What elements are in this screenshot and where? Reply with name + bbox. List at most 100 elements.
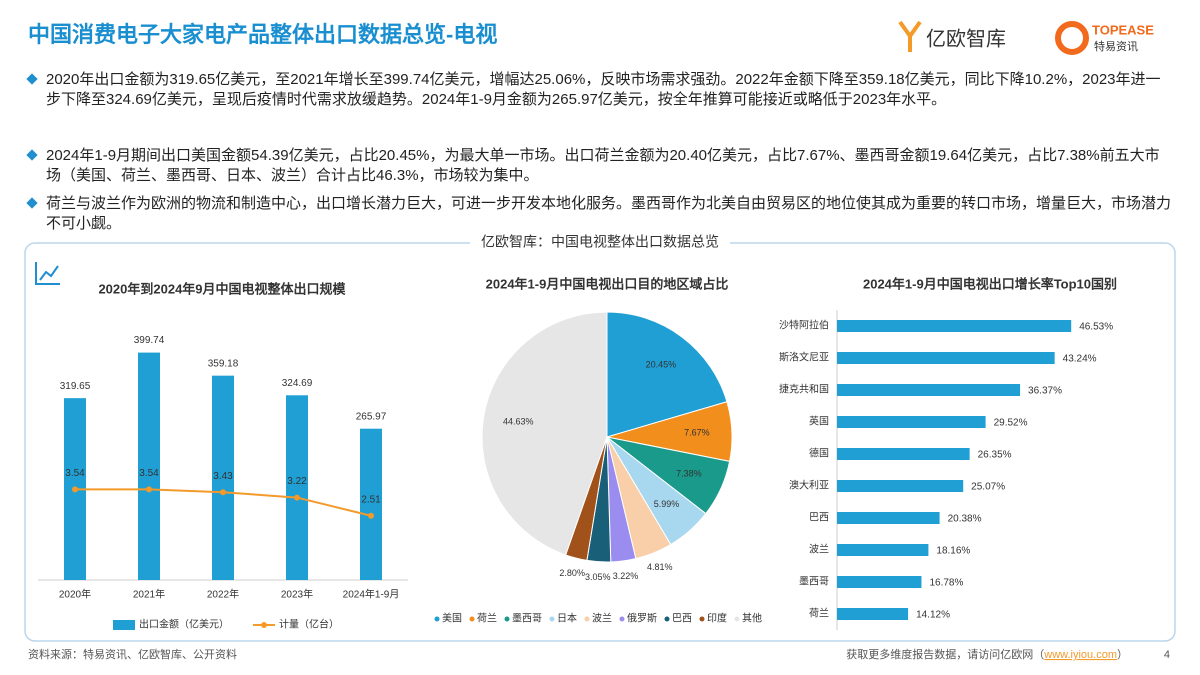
bar: [837, 320, 1072, 332]
y-tick-label: 德国: [809, 447, 829, 460]
value-label: 359.18: [208, 358, 239, 369]
value-label: 20.38%: [948, 514, 982, 525]
bar: [837, 576, 922, 588]
chart-title: 2020年到2024年9月中国电视整体出口规模: [98, 281, 346, 296]
footer-note: 获取更多维度报告数据，请访问亿欧网（www.iyiou.com）: [846, 647, 1128, 661]
value-label: 2.51: [361, 494, 381, 505]
y-tick-label: 荷兰: [809, 607, 829, 620]
value-label: 14.12%: [916, 610, 950, 621]
line-point: [294, 494, 300, 501]
legend-marker: [469, 616, 475, 622]
bar: [138, 352, 160, 580]
logo-text: TOPEASE: [1092, 22, 1154, 37]
y-tick-label: 捷克共和国: [779, 383, 829, 396]
logo-text: 特易资讯: [1094, 39, 1138, 53]
value-label: 3.54: [139, 468, 159, 479]
x-tick-label: 2020年: [59, 588, 91, 601]
value-label: 3.54: [65, 468, 85, 479]
value-label: 5.99%: [654, 499, 680, 509]
value-label: 3.22: [287, 476, 307, 487]
chart-title: 2024年1-9月中国电视出口增长率Top10国别: [863, 276, 1117, 291]
value-label: 20.45%: [646, 359, 677, 369]
legend-label: 墨西哥: [512, 613, 542, 625]
value-label: 3.05%: [585, 572, 611, 582]
page-number: 4: [1164, 649, 1170, 661]
slide-title: 中国消费电子大家电产品整体出口数据总览-电视: [28, 22, 497, 47]
value-label: 43.24%: [1063, 354, 1097, 365]
panel-title: 亿欧智库：中国电视整体出口数据总览: [481, 234, 719, 250]
legend-marker: [734, 616, 740, 622]
chart-icon: [35, 262, 60, 285]
value-label: 7.38%: [676, 469, 702, 479]
bar: [212, 375, 234, 580]
bar: [286, 395, 308, 580]
value-label: 4.81%: [647, 562, 673, 572]
bar: [837, 384, 1021, 396]
legend-label: 巴西: [672, 613, 692, 625]
line-point: [220, 489, 226, 496]
value-label: 16.78%: [929, 578, 963, 589]
logo-icon: [898, 20, 922, 52]
line-point: [368, 512, 374, 519]
y-tick-label: 巴西: [809, 512, 829, 524]
pie-slice: [481, 311, 608, 556]
value-label: 3.43: [213, 471, 233, 482]
y-tick-label: 波兰: [809, 543, 829, 556]
value-label: 324.69: [282, 378, 313, 389]
x-tick-label: 2022年: [207, 588, 239, 601]
bullet: 2024年1-9月期间出口美国金额54.39亿美元，占比20.45%，为最大单一…: [46, 146, 1174, 186]
legend-label: 荷兰: [477, 612, 497, 625]
bar: [837, 544, 929, 556]
bar: [360, 428, 382, 580]
y-tick-label: 墨西哥: [799, 576, 829, 588]
value-label: 36.37%: [1028, 386, 1062, 397]
legend-marker: [434, 616, 440, 622]
legend-marker: [664, 616, 670, 622]
value-label: 2.80%: [559, 568, 585, 578]
legend-label: 日本: [557, 612, 577, 625]
value-label: 46.53%: [1079, 322, 1113, 333]
line-point: [72, 486, 78, 493]
footer-note-text: 获取更多维度报告数据，请访问亿欧网（: [846, 647, 1044, 661]
value-label: 26.35%: [978, 450, 1012, 461]
footer-link[interactable]: www.iyiou.com: [1043, 649, 1117, 661]
legend-label: 俄罗斯: [627, 612, 657, 625]
footer-note-end: ）: [1117, 648, 1128, 661]
legend-label: 印度: [707, 612, 727, 625]
y-tick-label: 斯洛文尼亚: [779, 351, 829, 364]
value-label: 399.74: [134, 335, 165, 346]
value-label: 3.22%: [613, 571, 639, 581]
pie-slice: [606, 311, 728, 438]
bar: [837, 480, 964, 492]
bar: [837, 352, 1055, 364]
legend-label: 波兰: [592, 612, 612, 625]
y-tick-label: 英国: [809, 415, 829, 428]
value-label: 319.65: [60, 381, 91, 392]
value-label: 44.63%: [503, 416, 534, 426]
legend-label: 出口金额（亿美元）: [139, 618, 229, 631]
legend-label: 计量（亿台）: [279, 618, 339, 631]
bar: [837, 608, 909, 620]
y-tick-label: 沙特阿拉伯: [779, 319, 829, 332]
legend-marker: [504, 616, 510, 622]
legend-marker: [261, 622, 267, 628]
value-label: 265.97: [356, 411, 387, 422]
x-tick-label: 2024年1-9月: [343, 588, 400, 601]
x-tick-label: 2023年: [281, 588, 313, 601]
footer-source: 资料来源：特易资讯、亿欧智库、公开资料: [28, 647, 237, 661]
legend-marker: [584, 616, 590, 622]
value-label: 25.07%: [971, 482, 1005, 493]
y-tick-label: 澳大利亚: [789, 479, 829, 492]
x-tick-label: 2021年: [133, 588, 165, 601]
legend-label: 美国: [442, 612, 462, 625]
logo-text: 亿欧智库: [926, 27, 1006, 50]
value-label: 18.16%: [936, 546, 970, 557]
panel-title-bg: [470, 233, 730, 253]
bullet: 2020年出口金额为319.65亿美元，至2021年增长至399.74亿美元，增…: [46, 70, 1174, 110]
legend-label: 其他: [742, 612, 762, 625]
chart-title: 2024年1-9月中国电视出口目的地区域占比: [486, 276, 729, 291]
bullet: 荷兰与波兰作为欧洲的物流和制造中心，出口增长潜力巨大，可进一步开发本地化服务。墨…: [46, 194, 1174, 234]
legend-marker: [699, 616, 705, 622]
